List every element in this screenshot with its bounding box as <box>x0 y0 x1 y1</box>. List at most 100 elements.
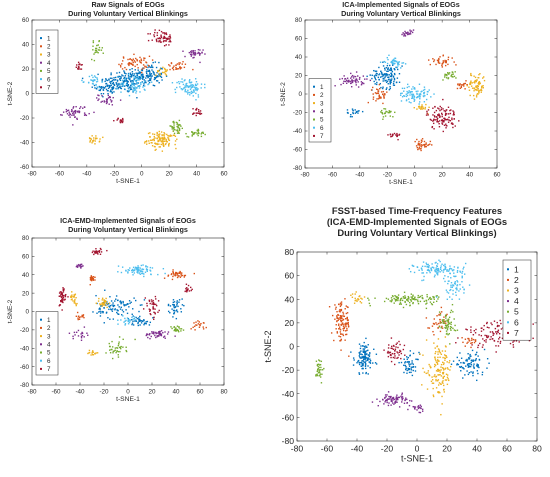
data-point <box>334 304 336 306</box>
data-point <box>432 330 434 333</box>
data-point <box>199 323 201 326</box>
data-point <box>488 327 490 329</box>
data-point <box>361 298 363 300</box>
data-point <box>454 283 457 285</box>
data-point <box>101 100 103 103</box>
data-point <box>154 142 156 144</box>
data-point <box>462 362 465 364</box>
data-point <box>399 349 401 352</box>
data-point <box>447 118 449 121</box>
data-point <box>197 128 200 131</box>
data-point <box>135 87 137 90</box>
data-point <box>374 297 376 299</box>
data-point <box>188 79 191 81</box>
data-point <box>447 318 450 320</box>
data-point <box>109 95 111 98</box>
data-point <box>406 356 408 358</box>
data-point <box>459 288 461 290</box>
data-point <box>144 80 146 83</box>
data-point <box>94 79 96 82</box>
data-point <box>98 49 101 51</box>
data-point <box>129 302 131 305</box>
data-point <box>168 38 171 40</box>
data-point <box>151 64 153 67</box>
data-point <box>163 37 166 39</box>
data-point <box>202 131 204 133</box>
data-point <box>433 93 435 95</box>
data-point <box>172 127 174 129</box>
data-point <box>138 72 140 75</box>
data-point <box>444 113 447 116</box>
data-point <box>106 306 108 309</box>
data-point <box>76 265 78 267</box>
data-point <box>414 366 417 368</box>
data-point <box>440 366 442 368</box>
data-point <box>146 143 148 145</box>
data-point <box>178 326 180 329</box>
data-point <box>136 81 139 84</box>
data-point <box>450 284 452 286</box>
x-tick-label: 20 <box>442 444 452 454</box>
data-point <box>108 78 110 80</box>
data-point <box>156 132 158 135</box>
data-point <box>381 112 384 114</box>
data-point <box>401 92 403 94</box>
data-point <box>107 92 109 95</box>
data-point <box>142 84 145 87</box>
data-point <box>130 62 133 65</box>
data-point <box>367 365 369 367</box>
data-point <box>470 331 472 334</box>
data-point <box>196 129 198 132</box>
data-point <box>98 85 100 88</box>
data-point <box>90 354 92 356</box>
data-point <box>315 360 318 362</box>
data-point <box>180 67 183 69</box>
data-point <box>469 82 471 85</box>
data-point <box>404 368 407 371</box>
data-point <box>342 311 344 314</box>
data-point <box>163 131 165 134</box>
data-point <box>350 351 352 353</box>
data-point <box>135 57 137 60</box>
data-point <box>162 267 165 270</box>
data-point <box>127 320 129 322</box>
data-point <box>478 92 480 94</box>
data-point <box>147 80 150 82</box>
data-point <box>121 121 124 124</box>
data-point <box>421 90 423 92</box>
data-point <box>354 79 356 82</box>
data-point <box>391 347 393 350</box>
data-point <box>140 59 143 62</box>
data-point <box>386 87 388 89</box>
data-point <box>128 300 131 302</box>
data-point <box>451 298 453 301</box>
data-point <box>407 92 409 94</box>
data-point <box>408 298 410 300</box>
data-point <box>431 376 433 378</box>
data-point <box>83 106 86 108</box>
data-point <box>427 370 430 372</box>
data-point <box>169 41 172 43</box>
data-point <box>446 327 449 329</box>
data-point <box>142 67 144 69</box>
data-point <box>190 84 192 86</box>
data-point <box>428 327 431 329</box>
data-point <box>173 128 175 130</box>
data-point <box>179 276 182 278</box>
data-point <box>481 85 483 88</box>
data-point <box>350 72 352 75</box>
data-point <box>417 300 419 303</box>
data-point <box>468 371 471 374</box>
data-point <box>408 90 410 92</box>
data-point <box>405 93 408 95</box>
data-point <box>152 138 154 141</box>
data-point <box>367 354 370 356</box>
data-point <box>140 320 142 322</box>
data-point <box>444 111 447 113</box>
data-point <box>149 321 152 324</box>
data-point <box>376 73 378 75</box>
data-point <box>442 61 445 64</box>
data-point <box>178 299 181 301</box>
data-point <box>166 69 169 71</box>
data-point <box>192 108 194 110</box>
